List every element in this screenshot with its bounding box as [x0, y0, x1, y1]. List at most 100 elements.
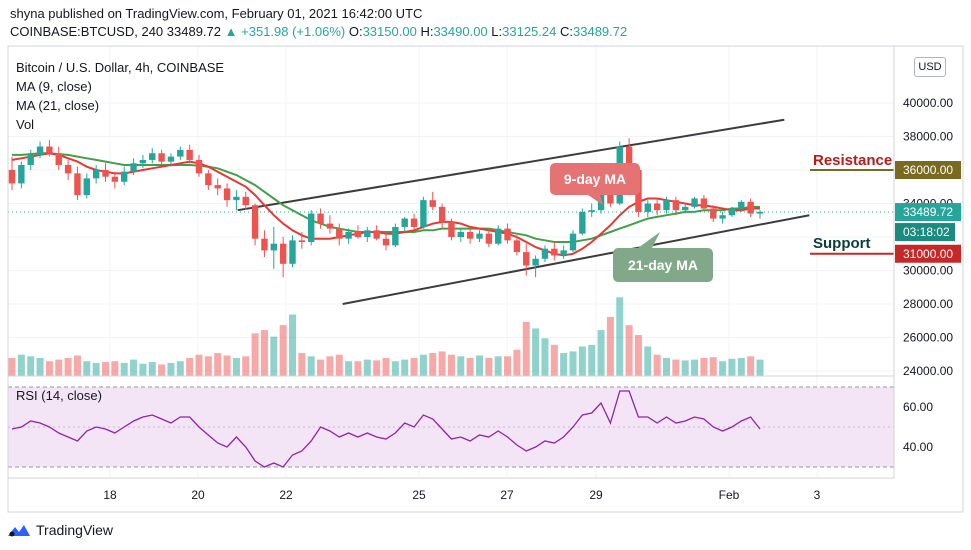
volume-bar — [326, 356, 334, 376]
chart-title[interactable]: Bitcoin / U.S. Dollar, 4h, COINBASE — [16, 60, 225, 75]
up-arrow-icon: ▲ — [224, 24, 238, 39]
candle-body — [663, 200, 670, 211]
volume-bar — [354, 361, 362, 376]
candle-body — [130, 163, 137, 172]
volume-bar — [447, 354, 455, 376]
tradingview-logo[interactable]: TradingView — [8, 520, 113, 540]
channel-upper-line — [237, 118, 785, 212]
candle-body — [298, 240, 306, 243]
resistance-badge-text: 36000.00 — [903, 163, 953, 177]
candle-body — [261, 238, 268, 251]
level-labels: Resistance Support — [813, 152, 892, 252]
candle-body — [700, 198, 708, 209]
open-label: O: — [348, 24, 363, 39]
volume-bar — [541, 338, 549, 376]
volume-bar — [578, 346, 586, 376]
legend-vol[interactable]: Vol — [16, 117, 35, 132]
candle-body — [289, 240, 296, 264]
candle-body — [644, 203, 651, 212]
rsi-line — [11, 390, 761, 468]
candle-body — [233, 196, 240, 201]
volume-bar — [204, 356, 212, 376]
time-tick-label: 25 — [412, 488, 426, 502]
support-badge-box — [895, 244, 961, 263]
candle-body — [111, 176, 119, 182]
high-label: H: — [420, 24, 434, 39]
price-badges: 33489.72 03:18:02 36000.00 31000.00 — [895, 161, 961, 263]
volume-bar — [634, 335, 642, 376]
price-channel[interactable] — [237, 118, 810, 305]
volume-bar — [728, 358, 736, 376]
volume-bar — [260, 330, 268, 376]
tradingview-logo-icon — [8, 525, 30, 537]
volume-bar — [410, 357, 418, 376]
candle-body — [532, 258, 539, 266]
candle-body — [420, 200, 427, 227]
legend-ma9[interactable]: MA (9, close) — [16, 79, 92, 94]
candle-body — [345, 231, 352, 239]
volume-bar — [522, 321, 530, 376]
close-label: C: — [560, 24, 573, 39]
price-tick-label: 40000.00 — [903, 96, 953, 110]
candle-body — [682, 206, 689, 211]
candle-body — [64, 164, 72, 174]
time-axis[interactable]: 18 20 22 25 27 29 Feb 3 — [103, 488, 820, 502]
candle-body — [27, 154, 34, 165]
candle-body — [466, 231, 474, 239]
candle-body — [728, 208, 736, 216]
candle-body — [251, 205, 259, 239]
volume-bar — [747, 356, 755, 376]
volume-bar — [373, 360, 381, 376]
volume-bar — [719, 361, 727, 376]
candle-body — [121, 171, 128, 182]
symbol-ohlc-line: COINBASE:BTCUSD, 240 33489.72 ▲ +351.98 … — [10, 24, 627, 39]
volume-bar — [616, 297, 624, 376]
candle-body — [579, 211, 586, 234]
volume-bar — [606, 316, 614, 376]
rsi-tick-label: 60.00 — [903, 400, 933, 414]
candle-body — [214, 185, 221, 189]
time-tick-label: Feb — [719, 488, 740, 502]
volume-bar — [45, 361, 53, 376]
volume-bar — [494, 356, 502, 376]
volume-bar — [279, 325, 287, 376]
candle-body — [625, 146, 633, 170]
volume-bar — [504, 356, 512, 376]
volume-bar — [457, 356, 465, 376]
time-tick-label: 22 — [279, 488, 293, 502]
rsi-tick-label: 40.00 — [903, 440, 933, 454]
candle-body — [504, 228, 511, 241]
volume-bar — [130, 359, 138, 376]
volume-bar — [644, 346, 652, 376]
candle-body — [242, 196, 249, 206]
rsi-label: RSI (14, close) — [16, 388, 102, 403]
volume-bar — [550, 344, 558, 376]
candle-body — [55, 153, 62, 165]
candle-body — [392, 226, 399, 246]
support-resistance-lines[interactable] — [8, 169, 894, 255]
candle-body — [513, 240, 521, 253]
publish-info: shyna published on TradingView.com, Febr… — [10, 6, 423, 21]
legend-ma21[interactable]: MA (21, close) — [16, 98, 100, 113]
volume-bar — [569, 351, 577, 376]
candle-body — [429, 200, 436, 207]
time-tick-label: 20 — [191, 488, 205, 502]
symbol[interactable]: COINBASE:BTCUSD, 240 — [10, 24, 164, 39]
ma21-callout-pointer — [638, 232, 660, 248]
candle-body — [102, 170, 109, 177]
volume-bar — [120, 362, 128, 376]
candle-body — [36, 146, 44, 155]
time-tick-label: 3 — [814, 488, 821, 502]
volume-bar — [653, 354, 661, 376]
candle-body — [223, 188, 231, 201]
candle-body — [18, 164, 25, 184]
candle-body — [186, 149, 193, 160]
candle-body — [382, 238, 390, 246]
candle-body — [308, 213, 315, 243]
currency-button[interactable]: USD — [914, 57, 946, 77]
volume-bar — [513, 349, 521, 376]
volume-bar — [476, 355, 483, 376]
price-tick-label: 28000.00 — [903, 297, 953, 311]
volume-bar — [419, 354, 427, 376]
